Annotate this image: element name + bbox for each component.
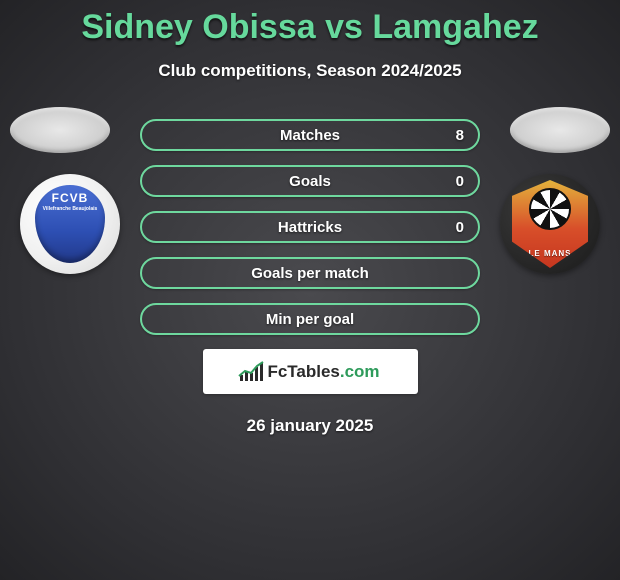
stat-label: Matches bbox=[280, 127, 340, 144]
club-badge-left: FCVB Villefranche Beaujolais bbox=[20, 174, 120, 274]
player-photo-slot-right bbox=[510, 107, 610, 153]
stat-label: Hattricks bbox=[278, 219, 342, 236]
stat-row-goals: Goals 0 bbox=[140, 165, 480, 197]
stats-list: Matches 8 Goals 0 Hattricks 0 Goals per … bbox=[140, 119, 480, 335]
stat-label: Goals bbox=[289, 173, 331, 190]
club-top-text-right: 72 bbox=[518, 184, 527, 190]
club-sub-left: Villefranche Beaujolais bbox=[43, 206, 98, 212]
stat-label: Min per goal bbox=[266, 311, 354, 328]
brand-text: FcTables.com bbox=[267, 362, 379, 382]
bar-chart-icon bbox=[240, 363, 263, 381]
page-title: Sidney Obissa vs Lamgahez bbox=[0, 8, 620, 47]
club-shield-right: 72 LE MANS bbox=[512, 180, 588, 268]
club-badge-right: 72 LE MANS bbox=[500, 174, 600, 274]
brand-main: FcTables bbox=[267, 362, 339, 381]
stat-row-min-per-goal: Min per goal bbox=[140, 303, 480, 335]
club-bottom-text-right: LE MANS bbox=[529, 249, 572, 258]
brand-suffix: .com bbox=[340, 362, 380, 381]
stat-right-value: 0 bbox=[456, 173, 464, 190]
stat-label: Goals per match bbox=[251, 265, 369, 282]
brand-box[interactable]: FcTables.com bbox=[203, 349, 418, 394]
stat-right-value: 0 bbox=[456, 219, 464, 236]
comparison-card: Sidney Obissa vs Lamgahez Club competiti… bbox=[0, 0, 620, 436]
footer-date: 26 january 2025 bbox=[0, 416, 620, 436]
club-short-left: FCVB bbox=[52, 191, 89, 205]
page-subtitle: Club competitions, Season 2024/2025 bbox=[0, 61, 620, 81]
comparison-body: FCVB Villefranche Beaujolais 72 LE MANS … bbox=[0, 119, 620, 436]
stat-right-value: 8 bbox=[456, 127, 464, 144]
stat-row-goals-per-match: Goals per match bbox=[140, 257, 480, 289]
stat-row-hattricks: Hattricks 0 bbox=[140, 211, 480, 243]
player-photo-slot-left bbox=[10, 107, 110, 153]
stat-row-matches: Matches 8 bbox=[140, 119, 480, 151]
club-shield-left: FCVB Villefranche Beaujolais bbox=[35, 185, 105, 263]
